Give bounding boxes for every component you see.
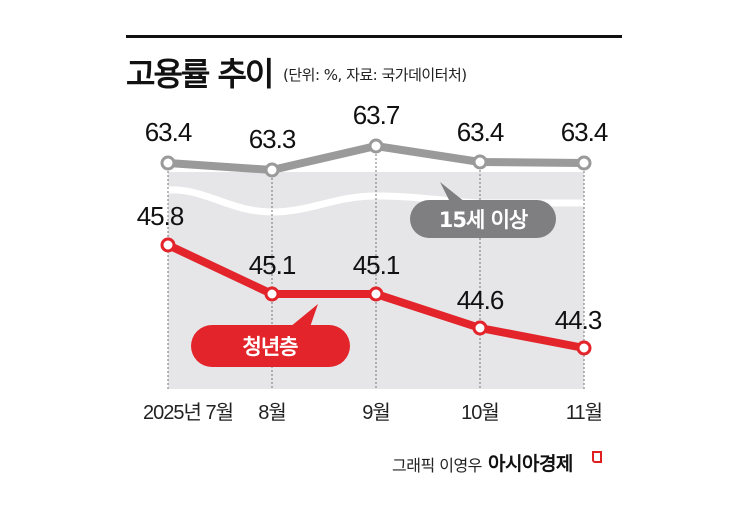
x-tick-label: 11월 xyxy=(566,401,602,424)
graphic-credit: 그래픽 이영우 xyxy=(392,456,482,475)
chart-subtitle: (단위: %, 자료: 국가데이터처) xyxy=(283,66,467,84)
x-tick-label: 9월 xyxy=(362,401,390,424)
data-label: 63.3 xyxy=(249,124,296,154)
data-label: 45.1 xyxy=(249,250,296,280)
brand-mark-icon xyxy=(592,451,602,463)
legend-label-youth: 청년층 xyxy=(243,335,299,359)
x-tick-label: 2025년 7월 xyxy=(143,401,233,424)
axis-break-wave xyxy=(167,186,584,216)
data-label: 45.8 xyxy=(137,201,184,231)
chart-title: 고용률 추이 xyxy=(126,55,274,93)
brand-logo-text: 아시아경제 xyxy=(488,453,573,475)
legend-bubble-total: 15세 이상 xyxy=(410,182,556,238)
series-markers-total xyxy=(160,138,592,178)
legend-label-total: 15세 이상 xyxy=(439,208,528,232)
data-label: 45.1 xyxy=(353,250,400,280)
legend-bubble-youth: 청년층 xyxy=(191,304,350,367)
x-tick-label: 10월 xyxy=(461,401,499,424)
data-label: 44.3 xyxy=(555,305,602,335)
x-tick-label: 8월 xyxy=(258,401,286,424)
data-label: 63.7 xyxy=(353,100,400,130)
data-label: 44.6 xyxy=(457,285,504,315)
data-label: 63.4 xyxy=(457,117,504,147)
data-label: 63.4 xyxy=(145,117,192,147)
data-label: 63.4 xyxy=(561,117,608,147)
series-markers-youth xyxy=(160,237,592,356)
title-rule xyxy=(126,35,622,38)
data-labels-youth: 45.8 45.1 45.1 44.6 44.3 xyxy=(137,201,603,335)
x-axis-labels: 2025년 7월 8월 9월 10월 11월 xyxy=(143,401,603,424)
data-labels-total: 63.4 63.3 63.7 63.4 63.4 xyxy=(145,100,609,154)
